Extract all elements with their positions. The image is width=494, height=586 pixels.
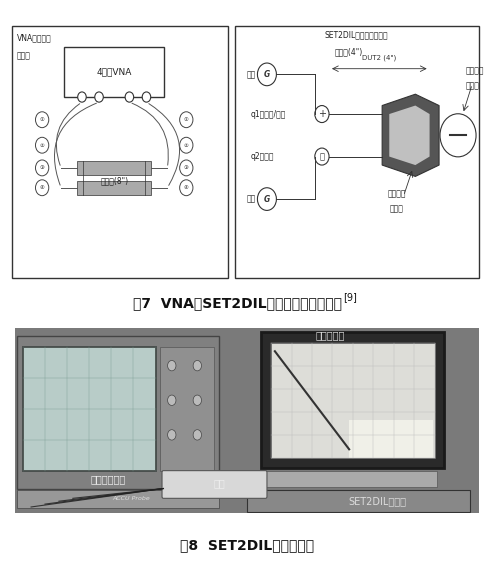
FancyBboxPatch shape bbox=[235, 26, 479, 278]
FancyBboxPatch shape bbox=[261, 332, 445, 468]
Circle shape bbox=[36, 160, 49, 176]
Text: 端短接: 端短接 bbox=[466, 81, 480, 91]
Circle shape bbox=[257, 188, 277, 210]
Text: q2－测量: q2－测量 bbox=[251, 152, 274, 161]
Circle shape bbox=[440, 114, 476, 157]
Circle shape bbox=[125, 92, 134, 102]
Text: G: G bbox=[264, 195, 270, 203]
Text: 接地: 接地 bbox=[247, 195, 255, 203]
Text: 图8  SET2DIL批量测试图: 图8 SET2DIL批量测试图 bbox=[180, 538, 314, 552]
Text: 被测件(8"): 被测件(8") bbox=[100, 176, 128, 185]
Text: ④: ④ bbox=[184, 185, 189, 190]
Text: SET2DIL差分测试结构图: SET2DIL差分测试结构图 bbox=[324, 30, 388, 40]
Circle shape bbox=[180, 137, 193, 153]
Text: q1－激励/测量: q1－激励/测量 bbox=[251, 110, 286, 118]
Text: ②: ② bbox=[40, 143, 44, 148]
Circle shape bbox=[180, 180, 193, 196]
FancyBboxPatch shape bbox=[247, 490, 470, 512]
Text: －: － bbox=[320, 152, 325, 161]
Text: +: + bbox=[318, 109, 326, 119]
Circle shape bbox=[315, 148, 329, 165]
Text: ACCU Probe: ACCU Probe bbox=[112, 496, 150, 502]
Circle shape bbox=[180, 112, 193, 128]
Text: SET2DIL测试板: SET2DIL测试板 bbox=[348, 496, 406, 506]
Text: 静电隔离模块: 静电隔离模块 bbox=[90, 474, 125, 484]
FancyBboxPatch shape bbox=[349, 421, 433, 458]
Text: 被测件末: 被测件末 bbox=[466, 66, 485, 75]
Text: DUT2 (4"): DUT2 (4") bbox=[362, 55, 397, 62]
FancyBboxPatch shape bbox=[266, 471, 437, 487]
Polygon shape bbox=[389, 105, 430, 165]
Circle shape bbox=[167, 360, 176, 371]
Text: G: G bbox=[264, 70, 270, 79]
Text: ③: ③ bbox=[40, 165, 44, 171]
Text: 被测件(4"): 被测件(4") bbox=[335, 47, 363, 56]
Circle shape bbox=[36, 112, 49, 128]
Text: ③: ③ bbox=[184, 165, 189, 171]
FancyBboxPatch shape bbox=[12, 26, 228, 278]
Text: ①: ① bbox=[184, 117, 189, 122]
Text: 采样示波器: 采样示波器 bbox=[316, 330, 345, 340]
Circle shape bbox=[193, 395, 202, 406]
Text: 接地: 接地 bbox=[247, 70, 255, 79]
FancyBboxPatch shape bbox=[271, 343, 435, 458]
Text: 图7  VNA与SET2DIL差分损耗测试结构图: 图7 VNA与SET2DIL差分损耗测试结构图 bbox=[132, 297, 342, 310]
Circle shape bbox=[180, 160, 193, 176]
Text: 4端口VNA: 4端口VNA bbox=[96, 67, 132, 77]
Text: ①: ① bbox=[40, 117, 44, 122]
Circle shape bbox=[193, 360, 202, 371]
FancyBboxPatch shape bbox=[15, 328, 479, 513]
FancyBboxPatch shape bbox=[17, 336, 219, 489]
Circle shape bbox=[193, 430, 202, 440]
Text: [9]: [9] bbox=[343, 292, 357, 302]
Circle shape bbox=[36, 180, 49, 196]
FancyBboxPatch shape bbox=[162, 471, 267, 498]
Circle shape bbox=[167, 395, 176, 406]
Text: ④: ④ bbox=[40, 185, 44, 190]
Text: ②: ② bbox=[184, 143, 189, 148]
FancyBboxPatch shape bbox=[77, 161, 151, 175]
Circle shape bbox=[36, 137, 49, 153]
Circle shape bbox=[167, 430, 176, 440]
FancyBboxPatch shape bbox=[77, 181, 151, 195]
FancyBboxPatch shape bbox=[23, 347, 156, 471]
Text: 用校准件: 用校准件 bbox=[387, 189, 406, 199]
Circle shape bbox=[315, 105, 329, 122]
Circle shape bbox=[142, 92, 151, 102]
Text: 探头: 探头 bbox=[213, 478, 225, 488]
Circle shape bbox=[78, 92, 86, 102]
FancyBboxPatch shape bbox=[64, 47, 164, 97]
Circle shape bbox=[95, 92, 103, 102]
Text: 结构图: 结构图 bbox=[17, 52, 31, 61]
Text: VNA差分测试: VNA差分测试 bbox=[17, 33, 52, 42]
FancyBboxPatch shape bbox=[160, 347, 214, 471]
Polygon shape bbox=[382, 94, 439, 176]
FancyBboxPatch shape bbox=[17, 490, 219, 508]
Circle shape bbox=[257, 63, 277, 86]
Text: 去嵌入: 去嵌入 bbox=[389, 205, 403, 214]
